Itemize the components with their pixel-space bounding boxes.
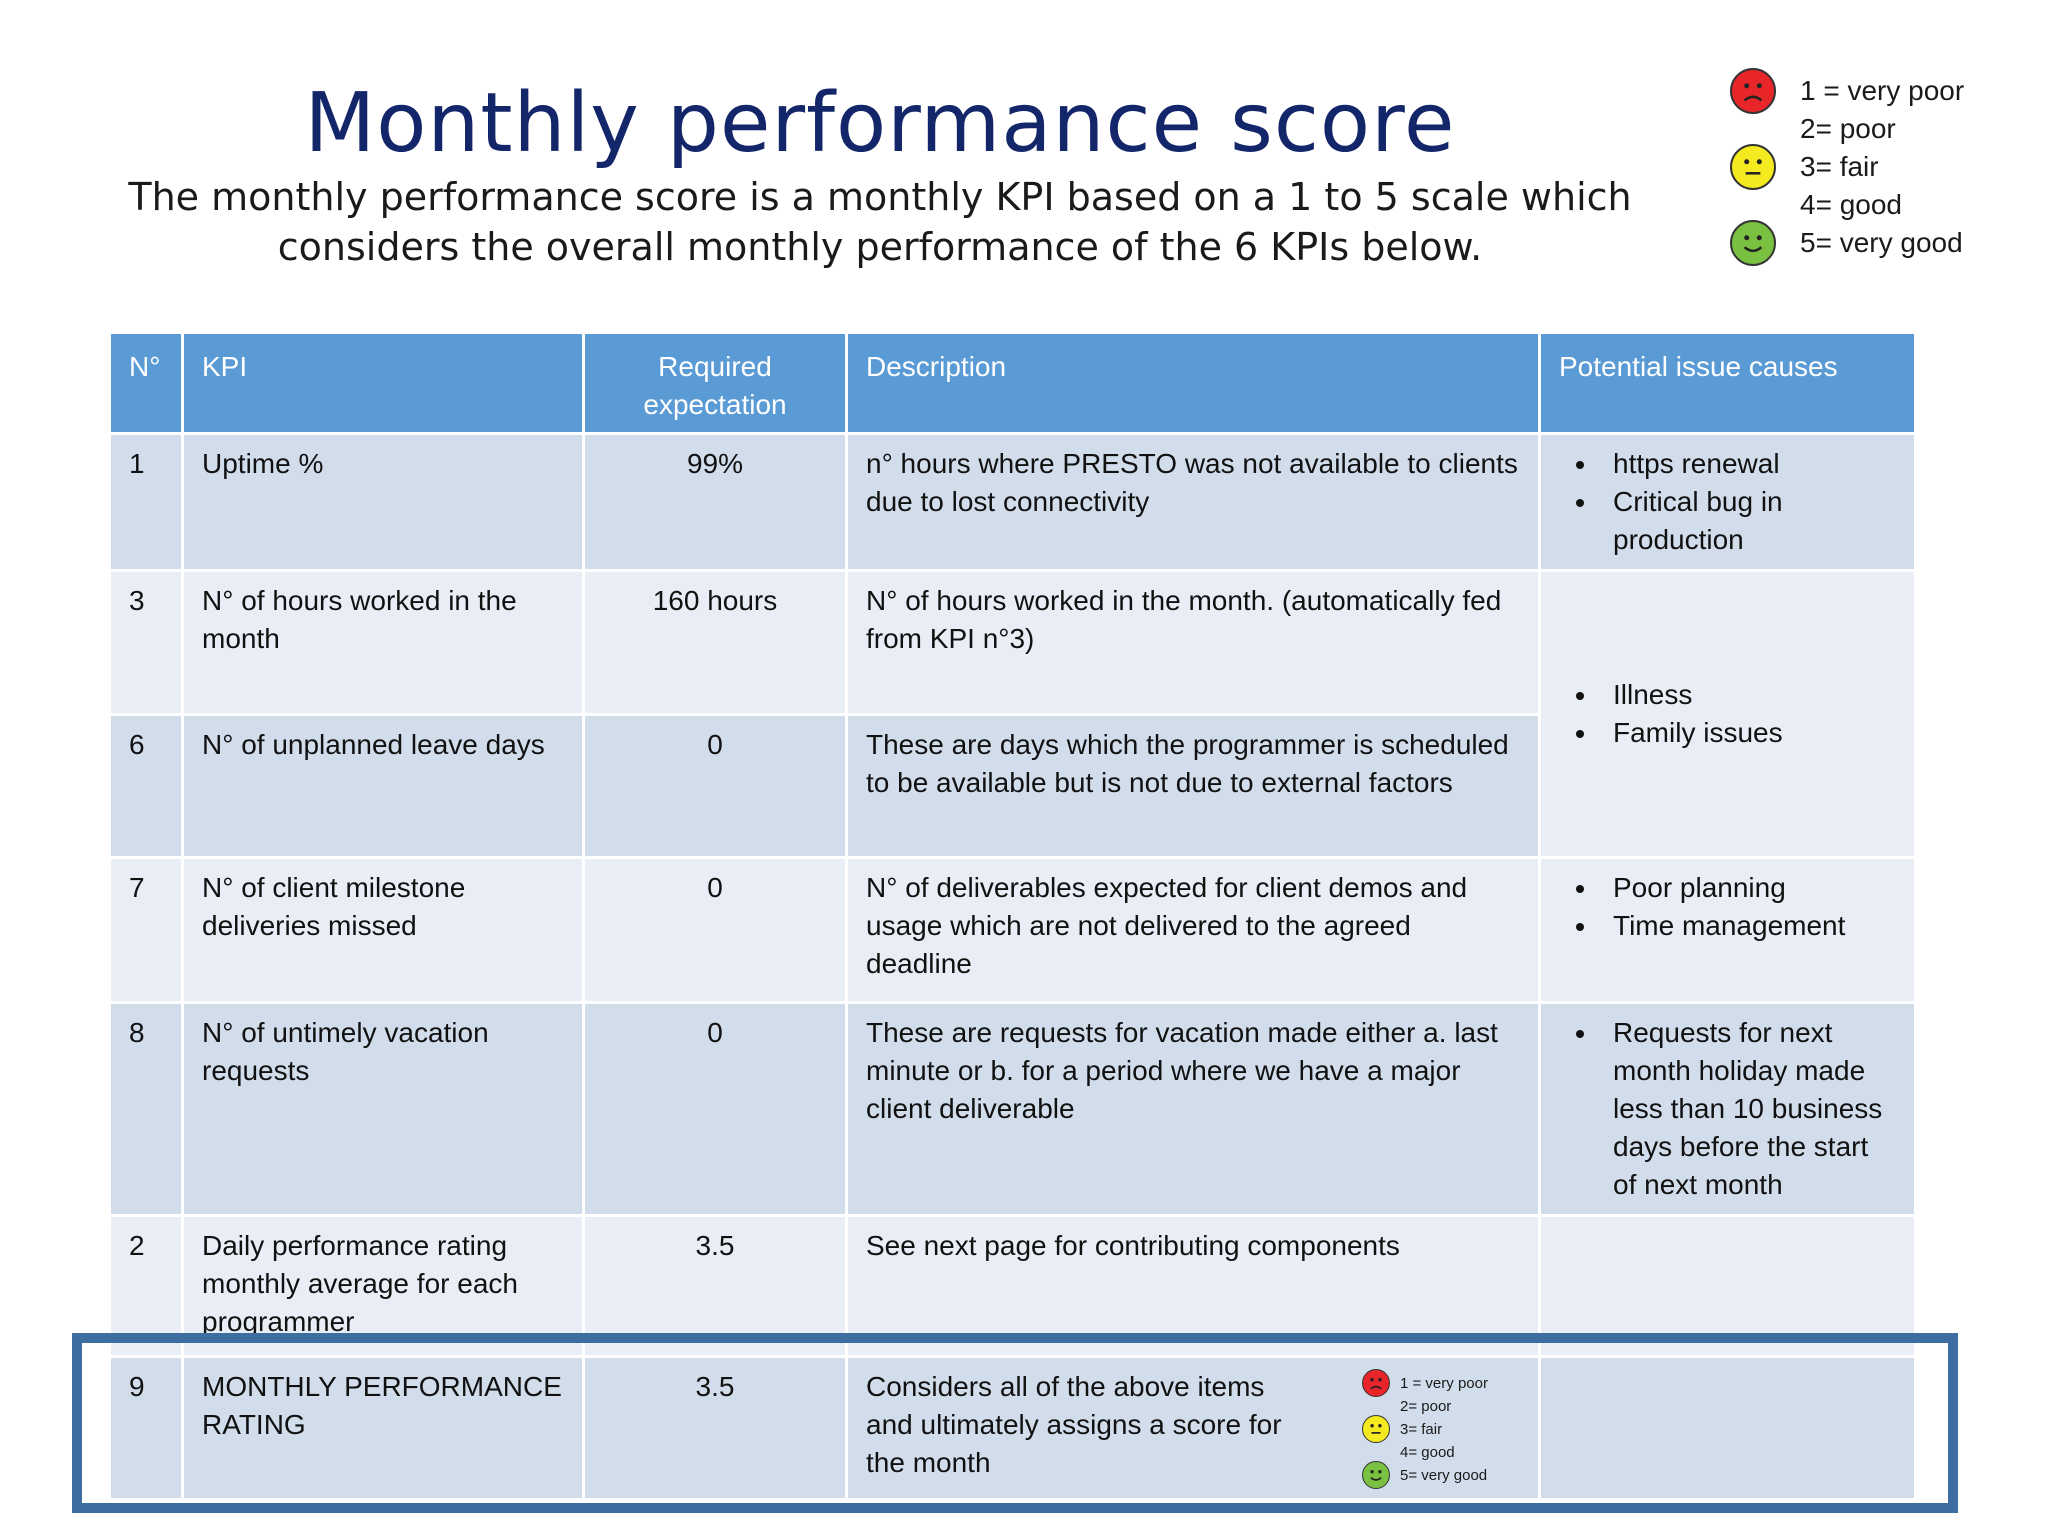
cell-causes [1541, 1217, 1914, 1355]
happy-face-icon [1362, 1461, 1390, 1489]
legend-item-poor: 2= poor [1730, 110, 2030, 148]
cell-causes: Requests for next month holiday made les… [1541, 1004, 1914, 1214]
cell-description: N° of hours worked in the month. (automa… [848, 572, 1538, 713]
page-title: Monthly performance score [304, 76, 1456, 171]
header-kpi: KPI [184, 334, 582, 432]
cell-description: These are requests for vacation made eit… [848, 1004, 1538, 1214]
cell-kpi: N° of hours worked in the month [184, 572, 582, 713]
cell-expectation: 0 [585, 1004, 845, 1214]
cell-num: 8 [111, 1004, 181, 1214]
legend-item-very-poor: 1 = very poor [1362, 1369, 1522, 1397]
description-text: Considers all of the above items and ult… [866, 1371, 1282, 1478]
legend-item-very-poor: 1 = very poor [1730, 68, 2030, 114]
header-num: N° [111, 334, 181, 432]
header-description: Description [848, 334, 1538, 432]
header-causes: Potential issue causes [1541, 334, 1914, 432]
page-subtitle: The monthly performance score is a month… [128, 175, 1632, 269]
cell-kpi: Uptime % [184, 435, 582, 569]
sad-face-icon [1362, 1369, 1390, 1397]
cause-item: Poor planning [1599, 869, 1896, 907]
cell-description: Considers all of the above items and ult… [848, 1358, 1538, 1498]
table-row: 1 Uptime % 99% n° hours where PRESTO was… [111, 435, 1914, 569]
table-row: 6 N° of unplanned leave days 0 These are… [111, 716, 1914, 856]
cell-kpi: N° of client milestone deliveries missed [184, 859, 582, 1001]
cell-description: These are days which the programmer is s… [848, 716, 1538, 856]
neutral-face-icon [1362, 1415, 1390, 1443]
cell-num: 9 [111, 1358, 181, 1498]
legend-label: 4= good [1400, 1443, 1455, 1461]
legend-label: 2= poor [1800, 113, 1896, 144]
cell-num: 2 [111, 1217, 181, 1355]
cell-causes: Poor planning Time management [1541, 859, 1914, 1001]
table-row: 2 Daily performance rating monthly avera… [111, 1217, 1914, 1355]
legend-label: 1 = very poor [1400, 1374, 1488, 1392]
table-header-row: N° KPI Required expectation Description … [111, 334, 1914, 432]
legend-label: 2= poor [1400, 1397, 1452, 1415]
legend-item-very-good: 5= very good [1362, 1461, 1522, 1489]
legend-label: 1 = very poor [1800, 75, 1965, 106]
sad-face-icon [1730, 68, 1776, 114]
cell-description: n° hours where PRESTO was not available … [848, 435, 1538, 569]
table-row: 3 N° of hours worked in the month 160 ho… [111, 572, 1914, 856]
cell-num: 1 [111, 435, 181, 569]
cell-expectation: 0 [585, 716, 845, 856]
legend-label: 5= very good [1800, 227, 1963, 258]
legend-label: 5= very good [1400, 1466, 1488, 1484]
cause-item: Critical bug in production [1599, 483, 1896, 559]
cell-kpi: MONTHLY PERFORMANCE RATING [184, 1358, 582, 1498]
cell-kpi: Daily performance rating monthly average… [184, 1217, 582, 1355]
cell-expectation: 99% [585, 435, 845, 569]
legend-item-poor: 2= poor [1362, 1395, 1522, 1418]
cell-expectation: 3.5 [585, 1358, 845, 1498]
cause-item: Family issues [1599, 714, 1896, 752]
cell-num: 7 [111, 859, 181, 1001]
mini-score-legend: 1 = very poor 2= poor 3= fair [1362, 1369, 1522, 1489]
cell-kpi: N° of untimely vacation requests [184, 1004, 582, 1214]
cause-item: Requests for next month holiday made les… [1599, 1014, 1896, 1204]
cell-num: 6 [111, 716, 181, 856]
table-row-total: 9 MONTHLY PERFORMANCE RATING 3.5 Conside… [111, 1358, 1914, 1498]
neutral-face-icon [1730, 144, 1776, 190]
score-legend: 1 = very poor 2= poor 3= fair 4= good 5=… [1730, 68, 2030, 266]
legend-item-fair: 3= fair [1730, 144, 2030, 190]
kpi-table: N° KPI Required expectation Description … [108, 331, 1917, 1501]
happy-face-icon [1730, 220, 1776, 266]
cause-item: Time management [1599, 907, 1896, 945]
cell-description: See next page for contributing component… [848, 1217, 1538, 1355]
cell-causes [1541, 1358, 1914, 1498]
legend-label: 3= fair [1800, 151, 1879, 182]
legend-item-good: 4= good [1730, 186, 2030, 224]
cell-description: N° of deliverables expected for client d… [848, 859, 1538, 1001]
header-expectation: Required expectation [585, 334, 845, 432]
cell-expectation: 160 hours [585, 572, 845, 713]
table-row: 8 N° of untimely vacation requests 0 The… [111, 1004, 1914, 1214]
legend-item-good: 4= good [1362, 1441, 1522, 1464]
cell-kpi: N° of unplanned leave days [184, 716, 582, 856]
cell-num: 3 [111, 572, 181, 713]
cell-causes: Illness Family issues [1541, 572, 1914, 856]
cause-item: Illness [1599, 676, 1896, 714]
table-row: 7 N° of client milestone deliveries miss… [111, 859, 1914, 1001]
cell-expectation: 3.5 [585, 1217, 845, 1355]
legend-label: 4= good [1800, 189, 1902, 220]
legend-label: 3= fair [1400, 1420, 1443, 1438]
cause-item: https renewal [1599, 445, 1896, 483]
legend-item-fair: 3= fair [1362, 1415, 1522, 1443]
cell-expectation: 0 [585, 859, 845, 1001]
legend-item-very-good: 5= very good [1730, 220, 2030, 266]
cell-causes: https renewal Critical bug in production [1541, 435, 1914, 569]
